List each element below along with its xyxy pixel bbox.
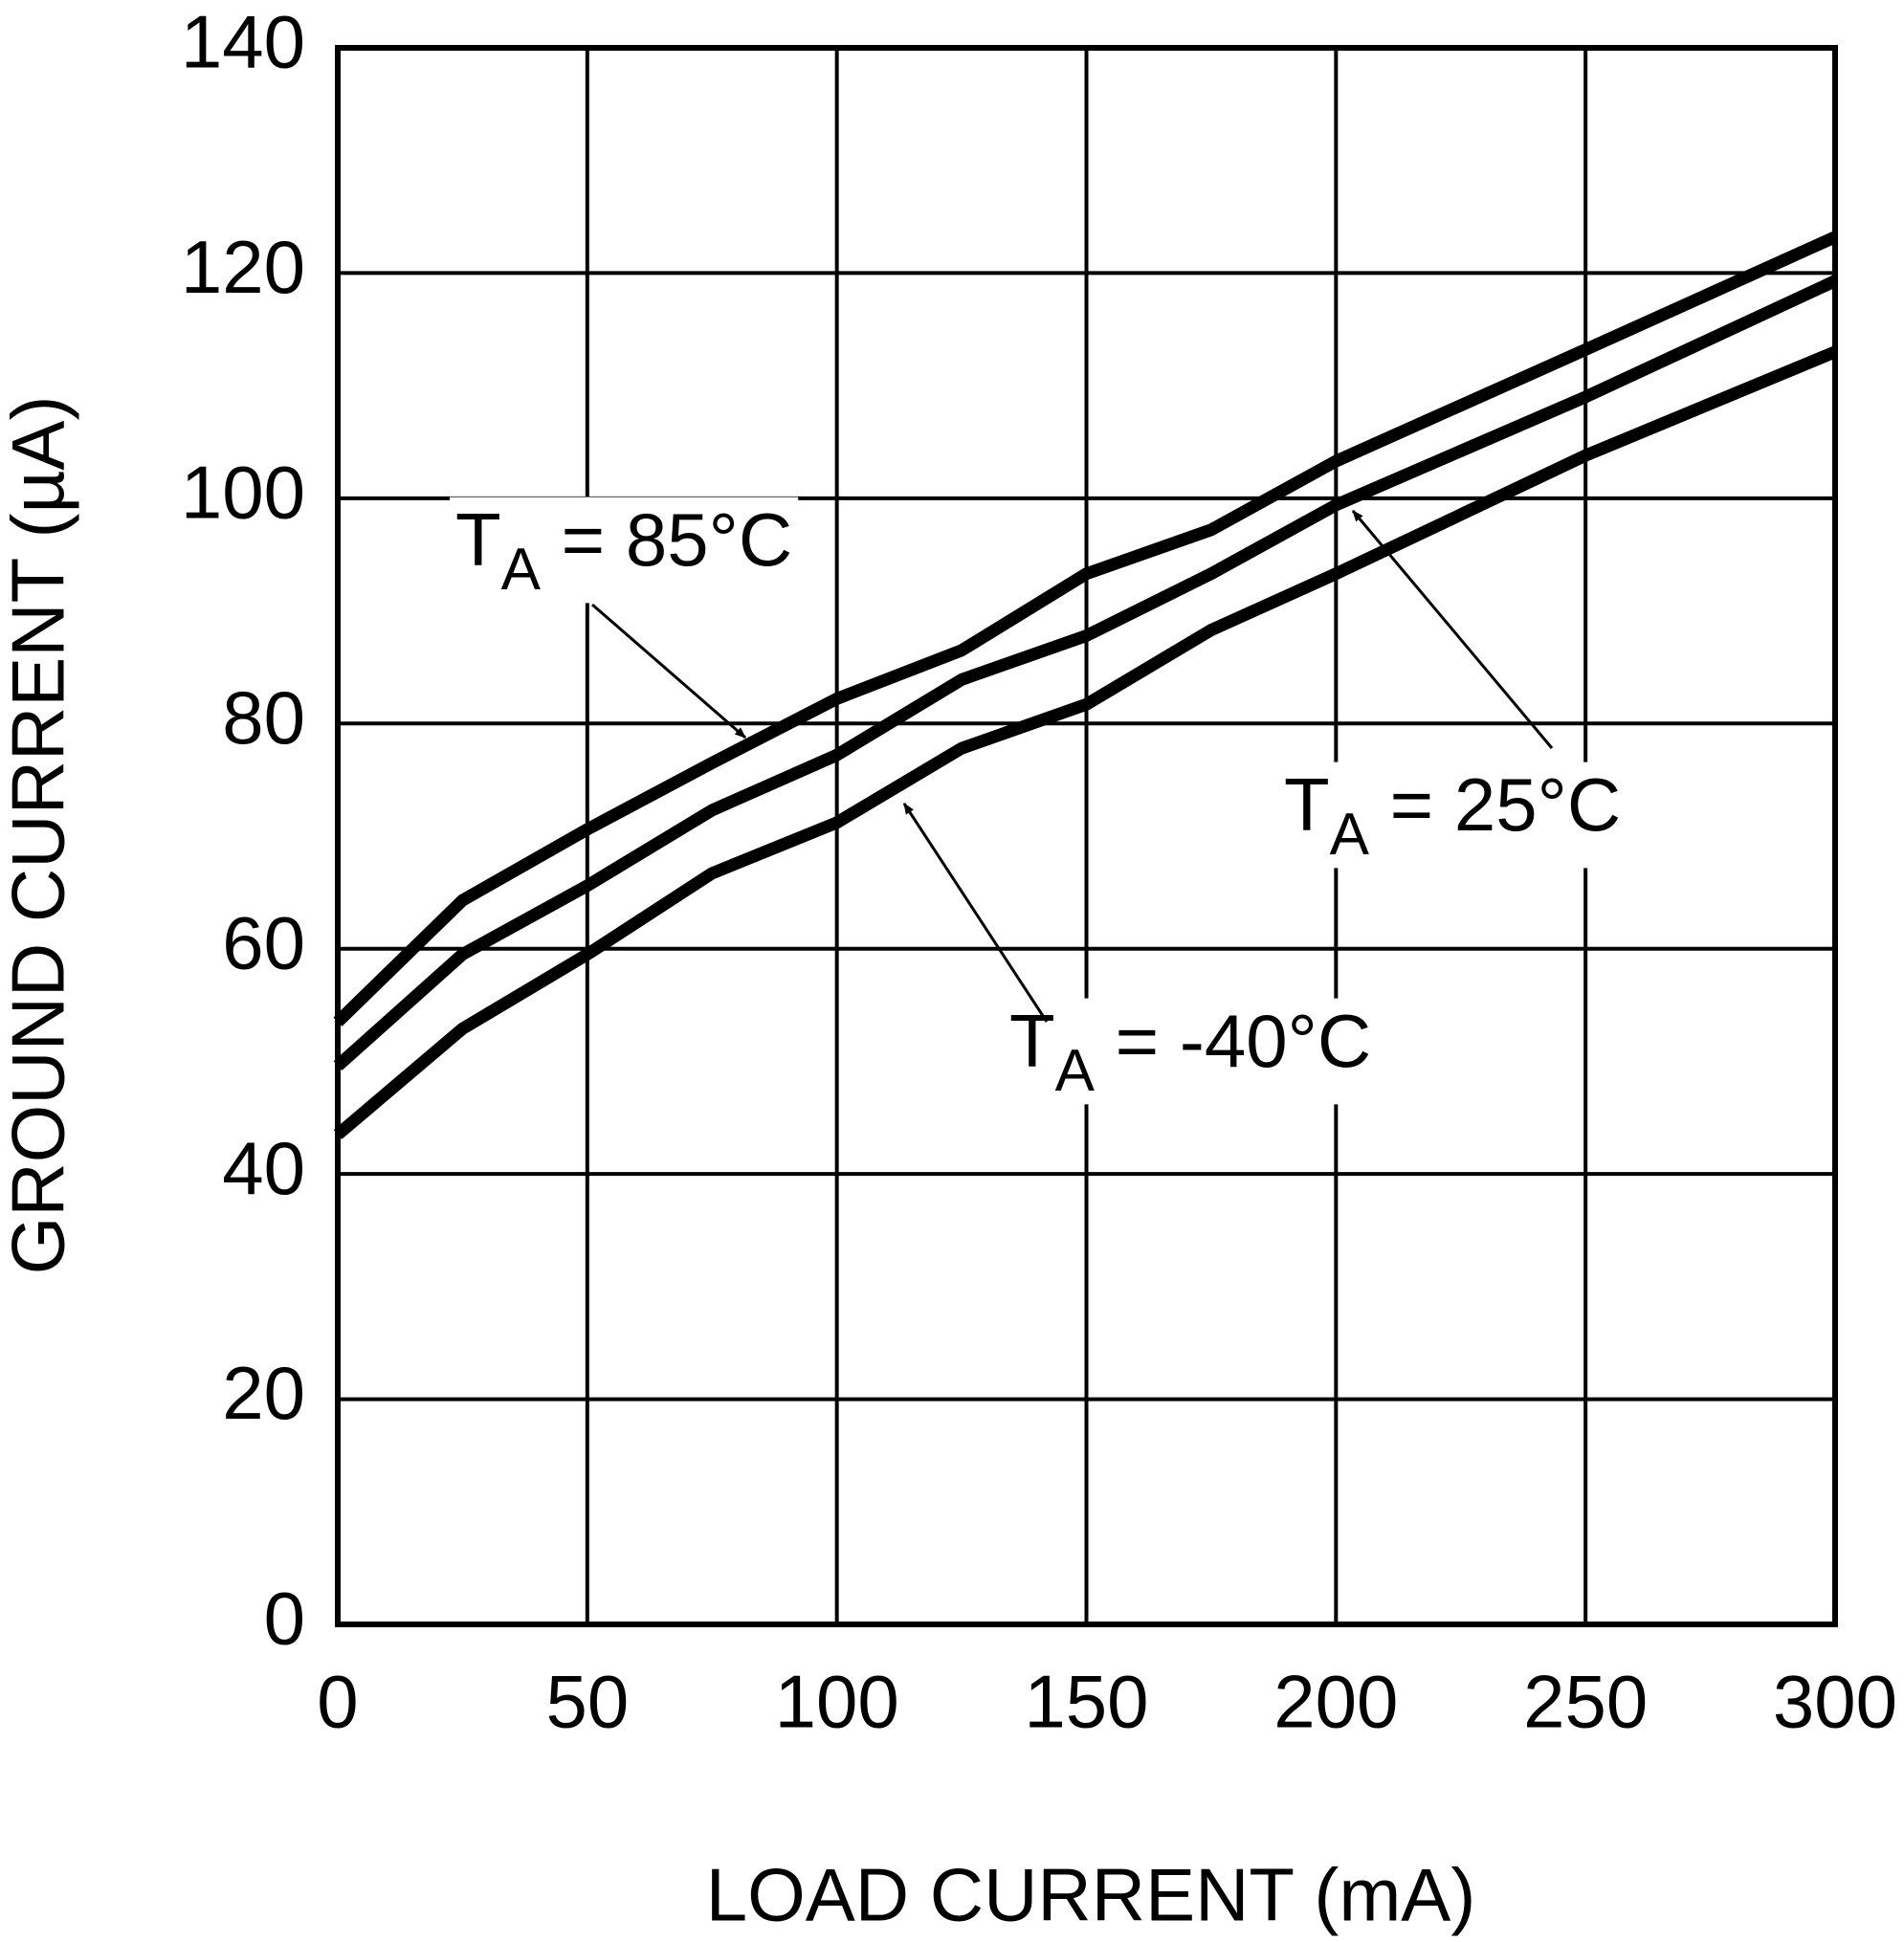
y-tick-label: 140 <box>181 0 305 84</box>
y-tick-label: 100 <box>181 450 305 534</box>
x-tick-label: 250 <box>1523 1660 1648 1744</box>
label-arrow <box>1351 510 1554 749</box>
label-bg <box>450 497 799 604</box>
label-arrow <box>902 802 1049 1023</box>
label-bg <box>1004 998 1378 1105</box>
x-tick-label: 150 <box>1024 1660 1148 1744</box>
x-tick-label: 50 <box>545 1660 629 1744</box>
y-tick-label: 20 <box>222 1351 305 1435</box>
label-tail: = 85°C <box>541 497 792 582</box>
y-tick-label: 60 <box>222 900 305 984</box>
label-main: T <box>455 497 501 582</box>
series-line <box>333 231 1838 1026</box>
x-tick-label: 100 <box>775 1660 899 1744</box>
label-bg <box>1278 761 1627 869</box>
label-arrow <box>591 603 746 739</box>
y-tick-label: 80 <box>222 675 305 760</box>
label-sub: A <box>501 537 542 603</box>
label-tail: = -40°C <box>1095 999 1371 1083</box>
x-tick-label: 0 <box>317 1660 358 1744</box>
y-axis-title: GROUND CURRENT (µA) <box>0 396 80 1275</box>
x-tick-label: 300 <box>1773 1660 1897 1744</box>
y-tick-label: 0 <box>264 1577 305 1661</box>
label-sub: A <box>1055 1038 1096 1104</box>
y-tick-label: 40 <box>222 1126 305 1210</box>
series-label: TA = 85°C <box>455 497 792 604</box>
x-axis-title: LOAD CURRENT (mA) <box>706 1853 1476 1937</box>
label-tail: = 25°C <box>1369 762 1621 847</box>
series-line <box>333 275 1838 1070</box>
series-label: TA = -40°C <box>1009 999 1371 1105</box>
plot-frame <box>335 45 1838 1627</box>
y-tick-label: 120 <box>181 225 305 309</box>
label-sub: A <box>1330 802 1370 868</box>
series-label: TA = 25°C <box>1284 762 1621 869</box>
series-line <box>333 345 1838 1139</box>
label-main: T <box>1009 999 1055 1083</box>
x-tick-label: 200 <box>1273 1660 1398 1744</box>
label-main: T <box>1284 762 1330 847</box>
